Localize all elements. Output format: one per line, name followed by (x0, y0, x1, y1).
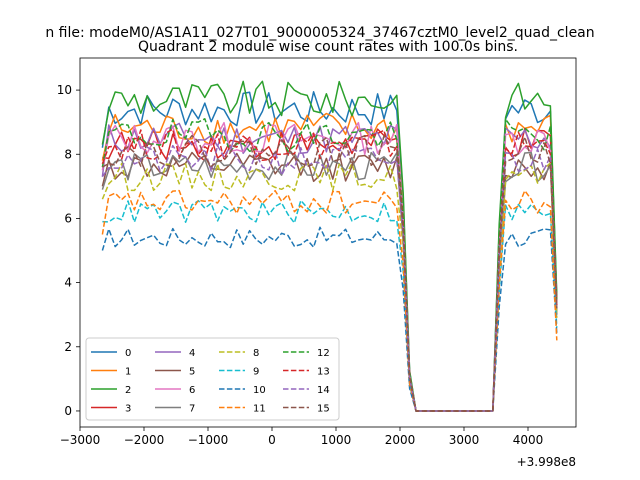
chart-suptitle: n file: modeM0/AS1A11_027T01_9000005324_… (45, 25, 594, 41)
legend-entry: 2 (125, 385, 131, 396)
legend-entry: 8 (253, 348, 259, 359)
y-tick-label: 2 (64, 340, 72, 354)
y-tick-label: 10 (57, 83, 72, 97)
x-tick-label: −2000 (124, 433, 165, 447)
legend-entry: 11 (253, 404, 266, 415)
chart-title: Quadrant 2 module wise count rates with … (138, 39, 518, 55)
x-tick-label: −1000 (188, 433, 229, 447)
legend-entry: 12 (317, 348, 330, 359)
x-tick-label: 3000 (449, 433, 480, 447)
legend-entry: 15 (317, 404, 330, 415)
y-axis: 0 2 4 6 8 10 (57, 83, 80, 418)
x-tick-label: 2000 (385, 433, 416, 447)
legend-entry: 9 (253, 367, 259, 378)
series-line-12 (101, 118, 558, 412)
x-tick-label: 1000 (321, 433, 352, 447)
legend-entry: 4 (189, 348, 195, 359)
legend-entry: 7 (189, 404, 195, 415)
legend-box (85, 337, 340, 421)
legend-entry: 3 (125, 404, 131, 415)
y-tick-label: 4 (64, 276, 72, 290)
legend-entry: 10 (253, 385, 266, 396)
x-tick-label: −3000 (60, 433, 101, 447)
series-line-13 (101, 128, 558, 412)
y-tick-label: 0 (64, 404, 72, 418)
series-line-9 (102, 199, 558, 412)
legend-entry: 13 (317, 367, 330, 378)
x-tick-label: 4000 (513, 433, 544, 447)
legend-entry: 0 (125, 348, 131, 359)
plot-border (79, 57, 577, 428)
y-tick-label: 8 (64, 147, 72, 161)
x-tick-label: 0 (268, 433, 276, 447)
y-tick-label: 6 (64, 211, 72, 225)
legend-entry: 5 (189, 367, 195, 378)
legend-entry: 1 (125, 367, 131, 378)
x-offset-label: +3.998e8 (517, 455, 576, 469)
legend-entry: 14 (317, 385, 330, 396)
series-line-15 (102, 134, 558, 412)
series-layer (101, 80, 558, 412)
x-axis: −3000 −2000 −1000 0 1000 2000 3000 4000 (60, 427, 544, 447)
legend-entry: 6 (189, 385, 195, 396)
